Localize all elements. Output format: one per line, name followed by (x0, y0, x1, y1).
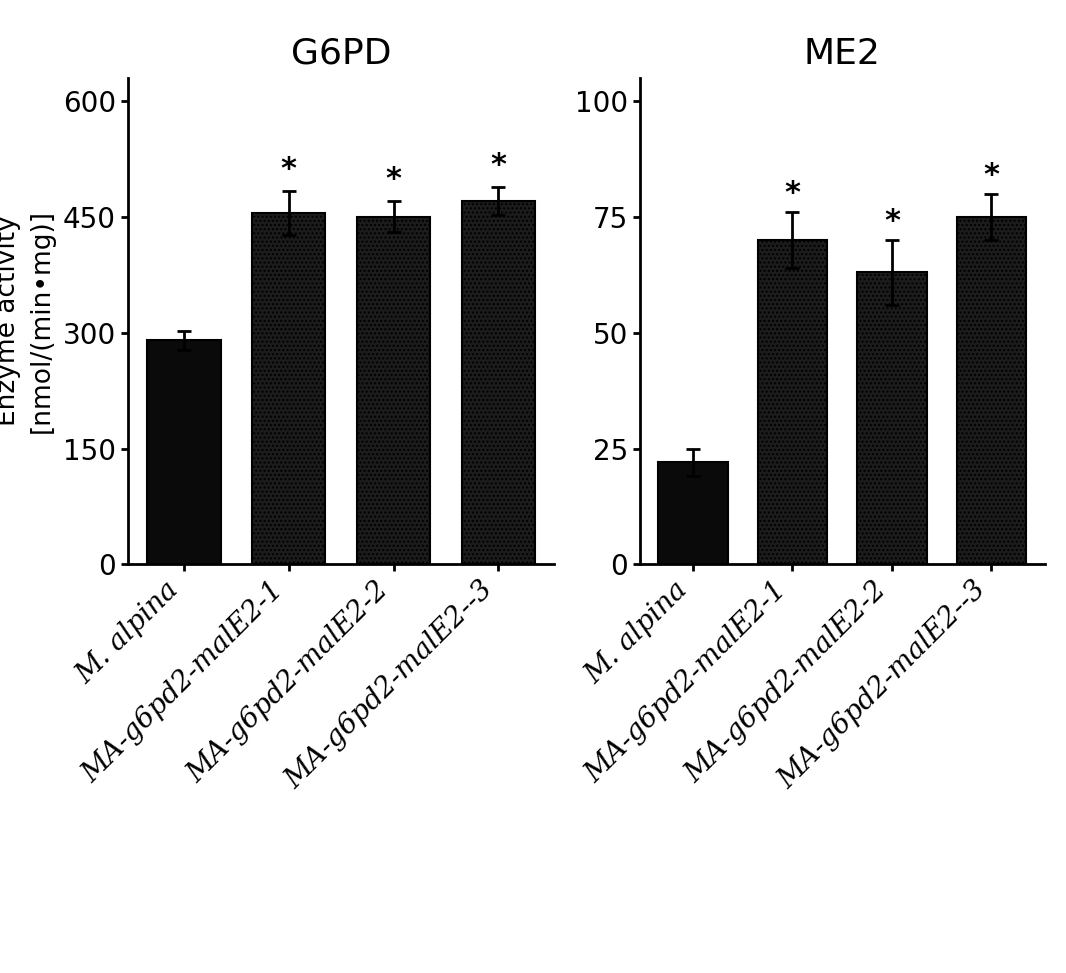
Bar (758, 240, 827, 564)
Text: *: * (386, 164, 402, 194)
Bar (857, 272, 926, 564)
Bar (252, 213, 325, 564)
Title: G6PD: G6PD (291, 37, 391, 71)
Title: ME2: ME2 (804, 37, 881, 71)
Text: *: * (984, 161, 1000, 190)
Bar (462, 201, 535, 564)
Bar (658, 462, 728, 564)
Text: *: * (490, 151, 506, 180)
Text: *: * (884, 207, 900, 236)
Bar (147, 341, 221, 564)
Y-axis label: Enzyme activity
[nmol/(min•mg)]: Enzyme activity [nmol/(min•mg)] (0, 209, 54, 433)
Text: *: * (785, 179, 801, 208)
Text: *: * (280, 155, 296, 184)
Bar (956, 217, 1027, 564)
Bar (357, 217, 431, 564)
